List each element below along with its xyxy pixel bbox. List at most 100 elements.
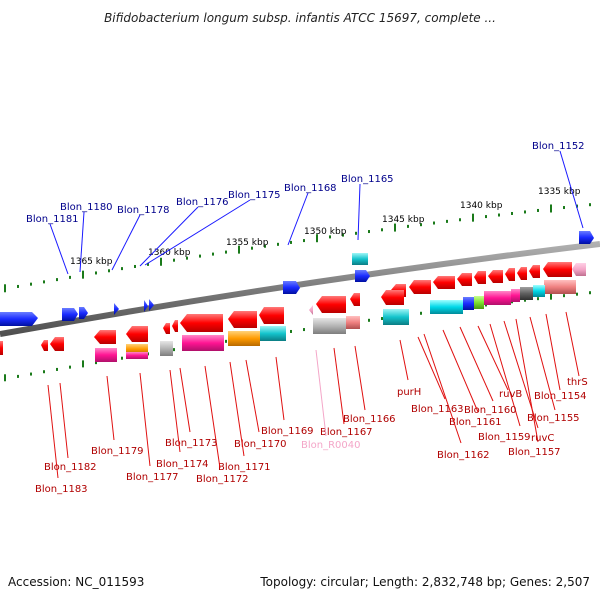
gene-label-bottom[interactable]: Blon_1172 [196, 474, 249, 485]
feature-band [260, 326, 286, 341]
gene-label-bottom[interactable]: ruvB [499, 389, 522, 400]
minor-tick [303, 239, 305, 243]
leader-line [287, 192, 309, 246]
leader-line [559, 150, 584, 229]
gene-blon-1182[interactable] [41, 340, 48, 351]
gene-label-bottom[interactable]: thrS [567, 377, 588, 388]
gene-blon-1157[interactable] [517, 267, 527, 280]
gene-label-bottom[interactable]: ruvC [531, 433, 554, 444]
minor-tick [446, 219, 448, 223]
minor-tick [186, 256, 188, 260]
gene-blon-1161[interactable] [433, 276, 455, 289]
major-tick [394, 223, 396, 232]
map-title: Bifidobacterium longum subsp. infantis A… [104, 11, 496, 25]
minor-tick [225, 339, 227, 343]
gene-blon-1181[interactable] [0, 312, 38, 326]
leader-line [417, 336, 446, 400]
gene-blon-1179[interactable] [50, 337, 64, 351]
major-tick [82, 270, 84, 279]
gene-blon-1171[interactable] [180, 314, 223, 332]
gene-label-bottom[interactable]: Blon_1173 [165, 438, 218, 449]
gene-label-bottom[interactable]: Blon_1163 [411, 404, 464, 415]
gene-blon-1152[interactable] [579, 231, 594, 244]
forward-strand-genes [0, 231, 594, 326]
minor-tick [381, 228, 383, 232]
gene-label-bottom[interactable]: Blon_1177 [126, 472, 179, 483]
gene-label-bottom[interactable]: purH [397, 387, 421, 398]
minor-tick [56, 367, 58, 371]
gene-blon-1162[interactable] [409, 280, 431, 294]
gene-blon-1175[interactable] [144, 300, 148, 312]
gene-label-bottom[interactable]: Blon_R0040 [301, 440, 361, 451]
major-tick [4, 284, 6, 293]
gene-label-top[interactable]: Blon_1178 [117, 205, 170, 216]
gene-blon-1180[interactable] [79, 307, 88, 319]
scale-label: 1345 kbp [382, 215, 425, 225]
minor-tick [225, 250, 227, 254]
gene-label-bottom[interactable]: Blon_1154 [534, 391, 587, 402]
gene-blon-1177[interactable] [94, 330, 116, 344]
minor-tick [121, 267, 123, 271]
genome-backbone [0, 241, 600, 337]
gene-label-top[interactable]: Blon_1180 [60, 202, 113, 213]
gene-blon-1174[interactable] [126, 326, 148, 342]
gene-label-bottom[interactable]: Blon_1160 [464, 405, 517, 416]
gene-label-bottom[interactable]: Blon_1171 [218, 462, 271, 473]
gene-label-bottom[interactable]: Blon_1166 [343, 414, 396, 425]
gene-label-bottom[interactable]: Blon_1162 [437, 450, 490, 461]
gene-blon-1176[interactable] [149, 299, 154, 311]
gene-blon-1172[interactable] [172, 320, 178, 332]
gene-blon-1170[interactable] [228, 311, 257, 328]
gene-blon-1160[interactable] [457, 273, 472, 286]
scale-label: 1335 kbp [538, 187, 581, 197]
gene-label-top[interactable]: Blon_1165 [341, 174, 394, 185]
gene-label-bottom[interactable]: Blon_1179 [91, 446, 144, 457]
gene-label-bottom[interactable]: Blon_1167 [320, 427, 373, 438]
gene-label-bottom[interactable]: Blon_1157 [508, 447, 561, 458]
gene-label-bottom[interactable]: Blon_1183 [35, 484, 88, 495]
gene-label-top[interactable]: Blon_1181 [26, 214, 79, 225]
gene-ruvc[interactable] [505, 268, 515, 281]
leader-line [503, 320, 539, 429]
scale-label: 1350 kbp [304, 227, 347, 237]
gene-label-top[interactable]: Blon_1175 [228, 190, 281, 201]
gene-blon-1178[interactable] [114, 303, 119, 315]
gene-label-bottom[interactable]: Blon_1161 [449, 417, 502, 428]
gene-label-bottom[interactable]: Blon_1155 [527, 413, 580, 424]
gene-purh[interactable] [381, 290, 404, 305]
gene-label-bottom[interactable]: Blon_1169 [261, 426, 314, 437]
minor-tick [30, 372, 32, 376]
minor-tick [17, 284, 19, 288]
major-tick [550, 204, 552, 213]
gene-blon-1183[interactable] [0, 341, 3, 355]
gene-blon-r0040[interactable] [309, 305, 313, 315]
leader-line [229, 361, 245, 457]
gene-blon-1167[interactable] [316, 296, 346, 313]
gene-blon-1165[interactable] [352, 253, 368, 265]
gene-label-bottom[interactable]: Blon_1159 [478, 432, 531, 443]
minor-tick [485, 215, 487, 219]
gene-ruvb[interactable] [474, 271, 486, 284]
feature-band [228, 331, 260, 346]
gene-blon-1154[interactable] [543, 262, 572, 277]
leader-line [399, 339, 409, 381]
gene-blon-1165-b[interactable] [355, 270, 370, 282]
gene-label-bottom[interactable]: Blon_1182 [44, 462, 97, 473]
gene-blon-1159[interactable] [488, 270, 503, 283]
gene-label-top[interactable]: Blon_1168 [284, 183, 337, 194]
gene-blon-1180-b[interactable] [62, 308, 78, 321]
minor-tick [264, 244, 266, 248]
gene-blon-1173[interactable] [163, 323, 170, 334]
gene-label-top[interactable]: Blon_1176 [176, 197, 229, 208]
gene-label-top[interactable]: Blon_1152 [532, 141, 585, 152]
gene-blon-1168[interactable] [283, 281, 300, 294]
gene-label-bottom[interactable]: Blon_1174 [156, 459, 209, 470]
gene-blon-1169[interactable] [259, 307, 284, 324]
gene-blon-1166[interactable] [350, 293, 360, 306]
gene-thrs[interactable] [572, 263, 586, 276]
gene-label-bottom[interactable]: Blon_1170 [234, 439, 287, 450]
leader-line [529, 316, 556, 411]
gene-blon-1155[interactable] [529, 265, 540, 278]
minor-tick [121, 356, 123, 360]
major-tick [238, 245, 240, 254]
